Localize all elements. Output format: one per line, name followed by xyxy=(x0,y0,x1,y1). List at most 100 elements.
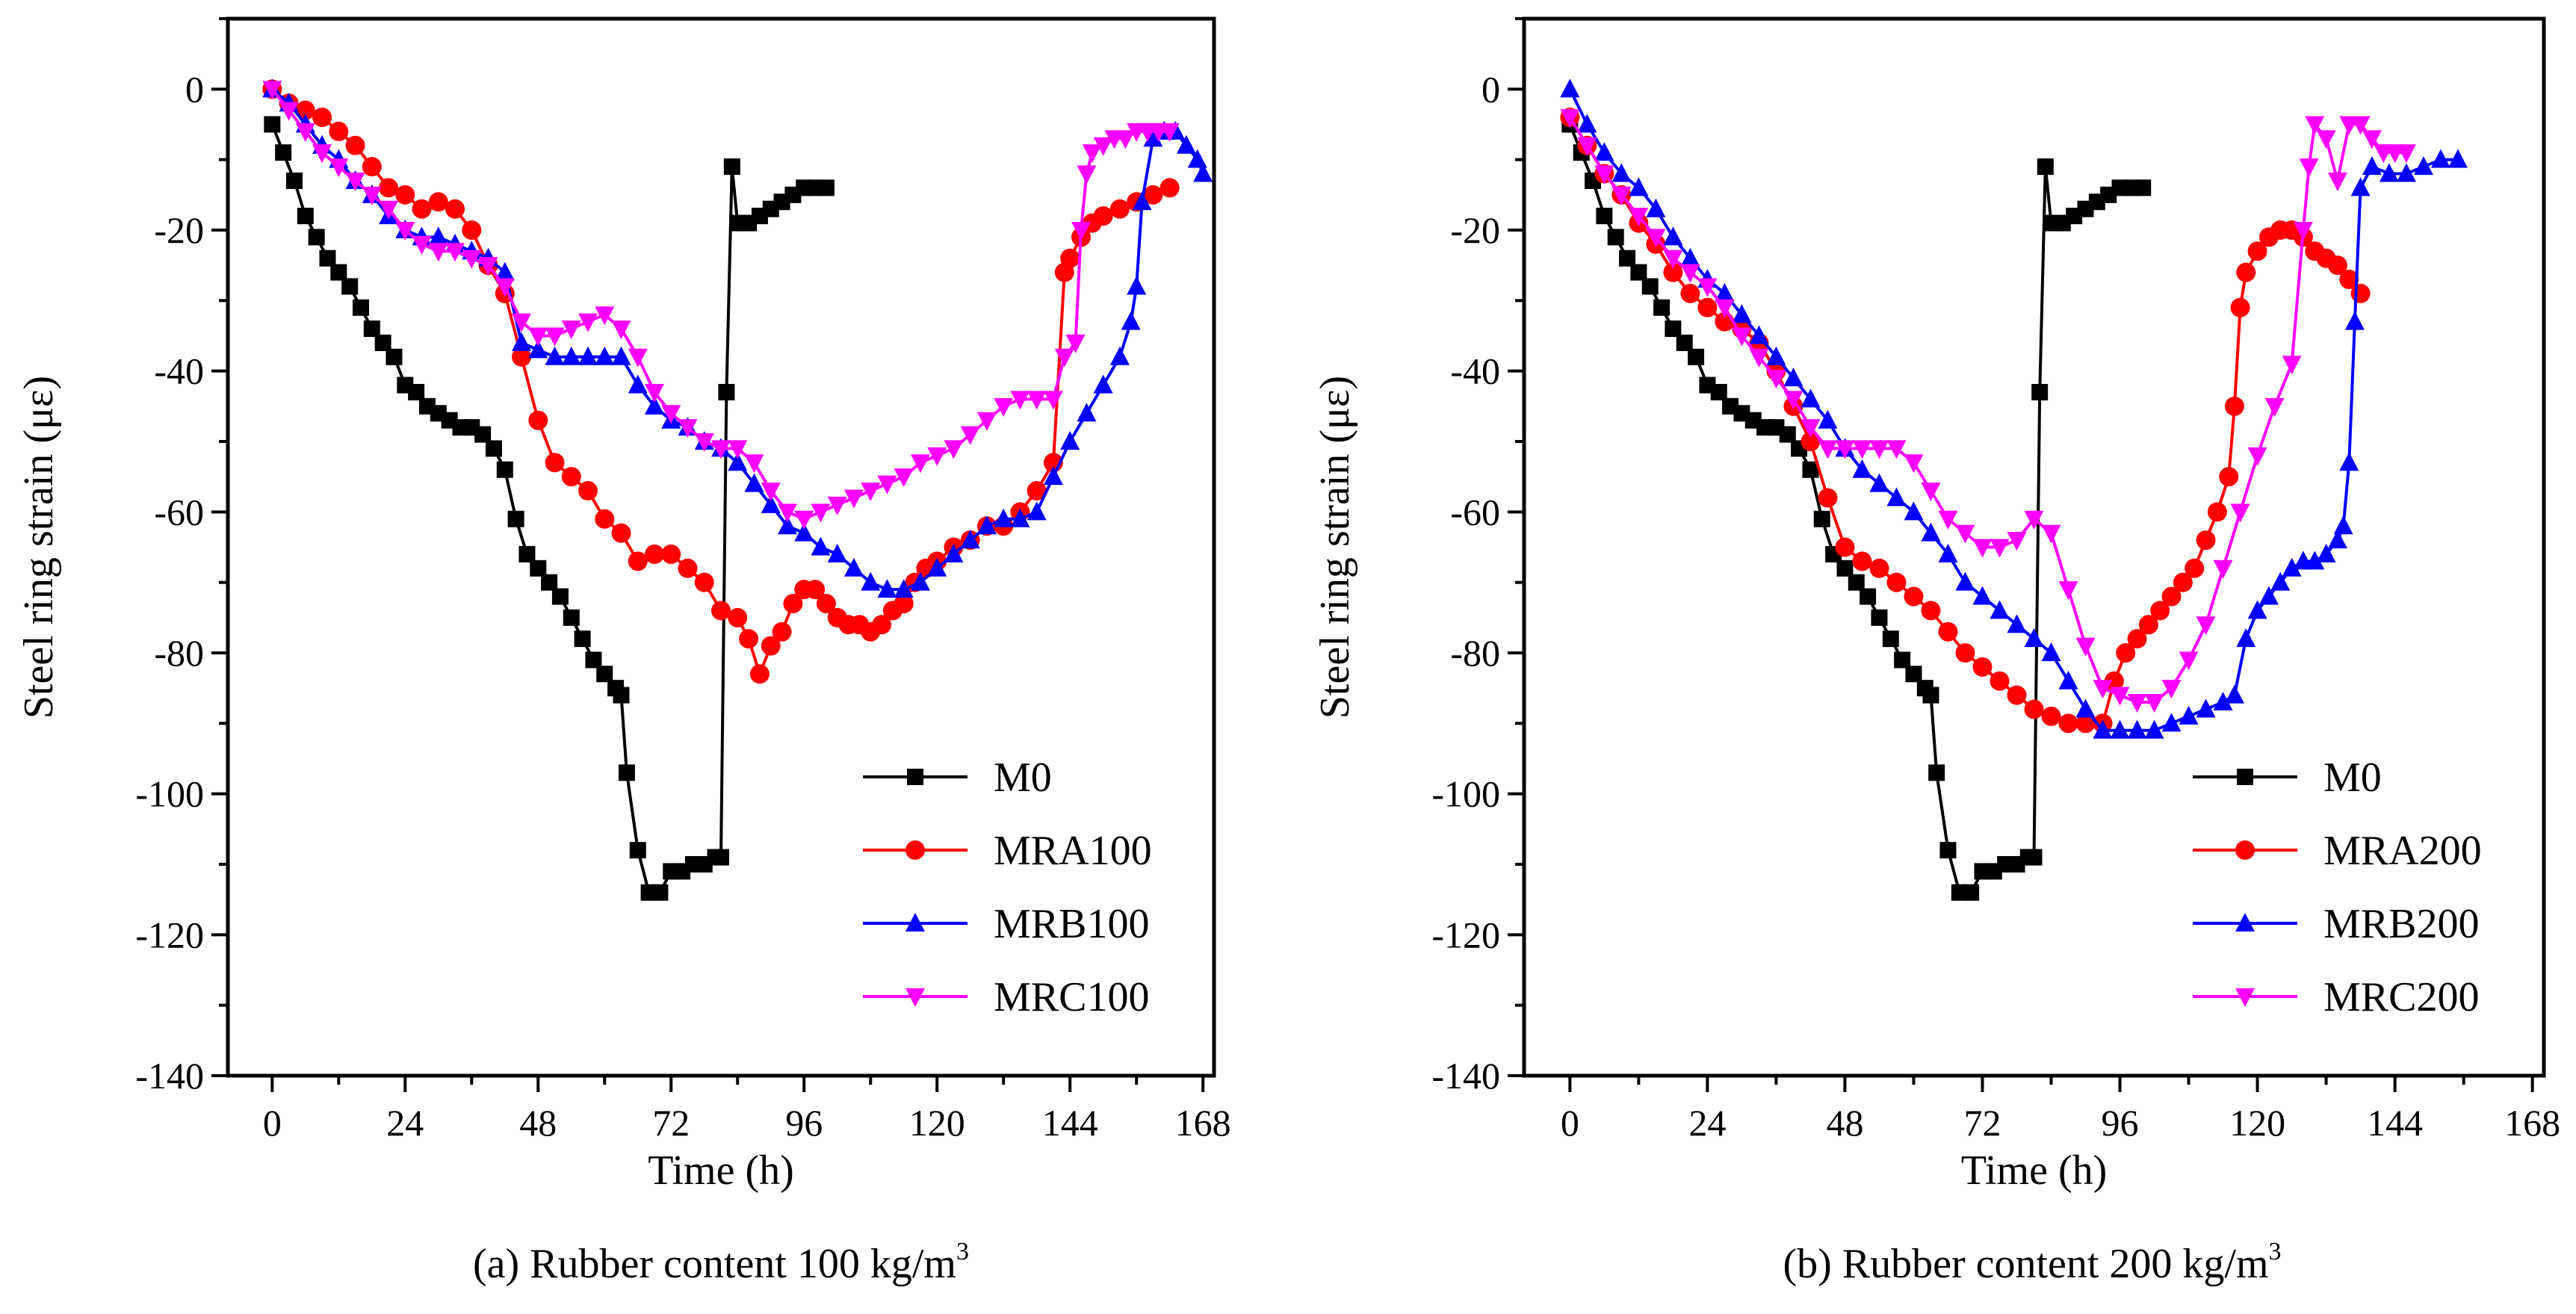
data-point xyxy=(2058,670,2078,689)
data-point xyxy=(1938,622,1958,642)
legend-item-MRB100: MRB100 xyxy=(863,901,1150,947)
data-point xyxy=(994,508,1014,527)
data-point xyxy=(1710,383,1727,400)
data-point xyxy=(2447,149,2468,168)
data-point xyxy=(1813,510,1830,527)
data-point xyxy=(2350,283,2371,303)
data-point xyxy=(678,558,698,578)
chart-caption: (a) Rubber content 100 kg/m3 xyxy=(473,1238,969,1287)
data-point xyxy=(728,452,748,471)
data-point xyxy=(744,454,764,474)
data-point xyxy=(528,339,548,359)
legend-marker xyxy=(905,988,925,1007)
data-point xyxy=(894,593,914,613)
x-tick-label: 96 xyxy=(785,1102,823,1144)
x-tick-label: 0 xyxy=(263,1102,282,1144)
data-point xyxy=(2316,130,2336,149)
data-point xyxy=(1871,609,1888,626)
data-point xyxy=(1801,388,1821,408)
data-point xyxy=(2236,262,2256,282)
data-point xyxy=(1010,508,1030,527)
data-point xyxy=(1904,454,1924,474)
data-point xyxy=(578,346,598,365)
data-point xyxy=(275,144,292,161)
data-point xyxy=(2305,116,2325,135)
y-tick-label: -80 xyxy=(154,632,204,674)
y-tick-label: -20 xyxy=(154,209,204,251)
data-point xyxy=(408,383,425,400)
series-line-MRB200 xyxy=(1568,88,2458,732)
data-point xyxy=(910,571,930,591)
y-tick-label: -40 xyxy=(154,350,204,392)
legend-item-MRC100: MRC100 xyxy=(863,974,1150,1020)
legend-label: MRA100 xyxy=(994,828,1152,874)
data-point xyxy=(395,222,415,241)
data-point xyxy=(2224,396,2244,416)
data-point xyxy=(1071,222,1092,241)
data-point xyxy=(2305,551,2325,570)
data-point xyxy=(1010,391,1030,410)
data-point xyxy=(1848,574,1865,591)
data-point xyxy=(462,220,482,240)
data-point xyxy=(530,560,547,577)
data-point xyxy=(341,278,359,295)
y-tick-label: -20 xyxy=(1450,209,1500,251)
legend-marker xyxy=(905,913,925,932)
y-tick-label: -120 xyxy=(1431,914,1500,955)
data-point xyxy=(843,557,864,577)
data-point xyxy=(1766,370,1786,389)
data-point xyxy=(1663,250,1683,269)
data-point xyxy=(285,172,303,189)
data-point xyxy=(2058,581,2078,601)
data-point xyxy=(1629,208,1649,227)
legend-item-M0: M0 xyxy=(2193,754,2382,801)
data-point xyxy=(1955,571,1975,591)
data-point xyxy=(518,545,536,563)
data-point xyxy=(428,243,448,262)
series-MRC100 xyxy=(262,81,1180,530)
data-point xyxy=(1688,348,1705,365)
data-point xyxy=(2236,628,2256,648)
data-point xyxy=(1077,403,1097,422)
data-point xyxy=(352,299,369,316)
series-line-MRC200 xyxy=(1568,117,2406,704)
data-point xyxy=(1093,206,1113,226)
data-point xyxy=(613,687,630,704)
data-point xyxy=(2173,572,2193,592)
data-point xyxy=(861,483,881,502)
data-point xyxy=(264,116,281,133)
data-point xyxy=(1596,208,1613,225)
data-point xyxy=(927,447,947,466)
data-point xyxy=(2144,719,2164,739)
data-point xyxy=(2093,680,2113,699)
data-point xyxy=(2058,713,2078,734)
data-point xyxy=(777,515,797,535)
y-tick-label: -120 xyxy=(135,914,204,955)
data-point xyxy=(561,346,581,365)
y-tick-label: -140 xyxy=(135,1055,204,1097)
data-point xyxy=(462,250,482,269)
data-point xyxy=(2327,255,2347,276)
x-tick-label: 96 xyxy=(2102,1102,2139,1144)
data-point xyxy=(1594,165,1614,185)
data-point xyxy=(827,496,847,515)
data-point xyxy=(1921,483,1941,502)
data-point xyxy=(1027,501,1047,521)
data-point xyxy=(877,475,897,495)
legend-marker xyxy=(907,769,923,785)
data-point xyxy=(1132,191,1152,211)
data-point xyxy=(805,580,826,600)
data-point xyxy=(827,543,847,563)
data-point xyxy=(1869,473,1889,492)
data-point xyxy=(578,313,598,332)
data-point xyxy=(2075,713,2096,734)
data-point xyxy=(445,243,465,262)
data-point xyxy=(944,543,964,563)
data-point xyxy=(445,199,465,219)
data-point xyxy=(728,607,748,627)
plot-frame xyxy=(226,16,1216,1078)
data-point xyxy=(1938,543,1958,563)
data-point xyxy=(308,229,325,246)
y-axis-label: Steel ring strain (με) xyxy=(16,376,62,719)
